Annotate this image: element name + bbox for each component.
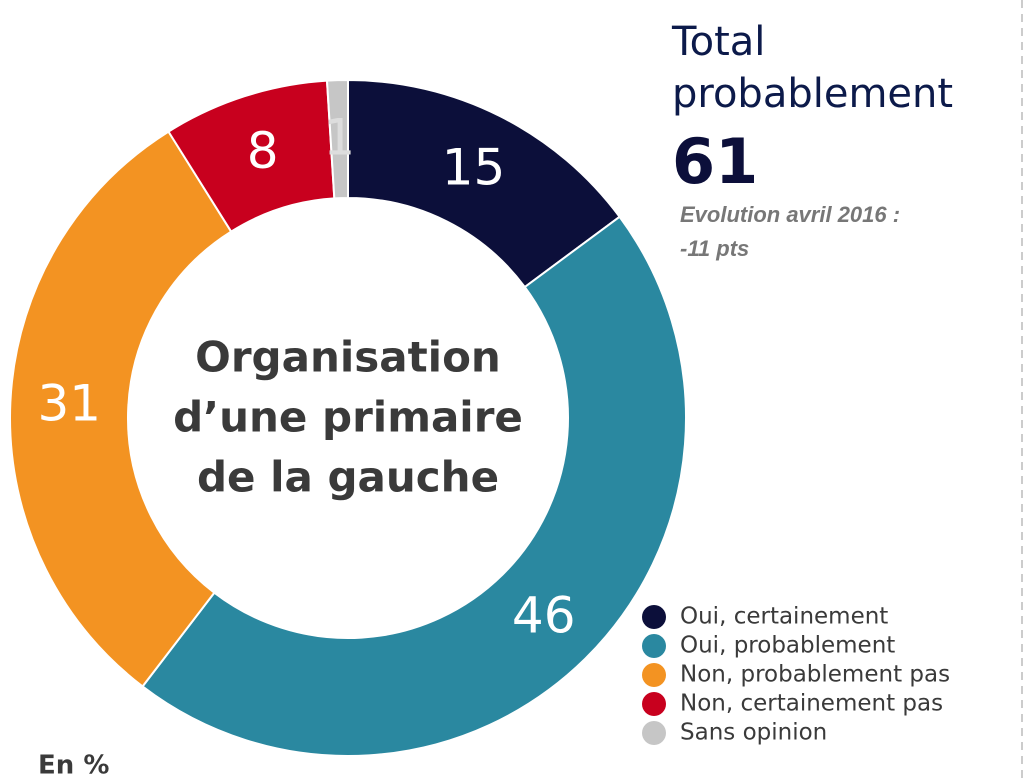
donut-segment — [141, 215, 687, 757]
evolution: -11 pts — [680, 236, 749, 261]
value-label: 46 — [512, 586, 576, 644]
legend-swatch — [642, 721, 666, 745]
center-label: de la gauche — [197, 453, 499, 502]
value-label: 8 — [247, 122, 279, 180]
value-label: 1 — [323, 109, 355, 167]
center-label: d’une primaire — [173, 393, 523, 442]
legend-swatch — [642, 605, 666, 629]
unit-note: En % — [38, 751, 109, 779]
legend-swatch — [642, 692, 666, 716]
evolution: Evolution avril 2016 : — [680, 202, 900, 227]
total-title: Total — [671, 19, 765, 65]
total-title: probablement — [672, 71, 953, 117]
donut-segment — [9, 130, 233, 688]
legend-label: Oui, certainement — [680, 604, 888, 630]
legend-label: Non, probablement pas — [680, 662, 950, 688]
value-label: 15 — [442, 138, 506, 196]
legend-label: Oui, probablement — [680, 633, 895, 659]
donut-segment — [325, 78, 349, 200]
legend-label: Non, certainement pas — [680, 691, 943, 717]
value-label: 31 — [37, 374, 101, 432]
legend-swatch — [642, 663, 666, 687]
center-label: Organisation — [195, 333, 501, 382]
legend-label: Sans opinion — [680, 720, 827, 746]
legend-swatch — [642, 634, 666, 658]
total-value: 61 — [672, 125, 758, 198]
